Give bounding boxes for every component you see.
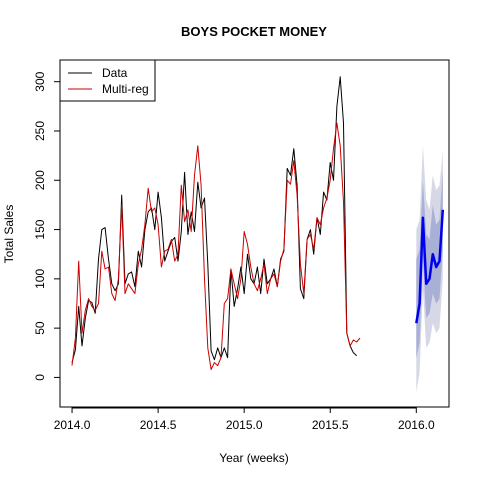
series-line-forecast: [415, 209, 445, 324]
x-tick-label: 2015.5: [312, 418, 349, 432]
x-axis-label: Year (weeks): [219, 451, 289, 465]
legend-label: Multi-reg: [102, 82, 149, 96]
y-tick-label: 250: [33, 121, 47, 141]
y-tick-label: 300: [33, 71, 47, 91]
series-lines: [71, 76, 445, 370]
x-tick-label: 2014.0: [54, 418, 91, 432]
legend-box: [59, 59, 156, 102]
series-line-multi-reg: [71, 122, 361, 370]
x-axis: 2014.0 2014.5 2015.0 2015.5 2016.0: [54, 407, 435, 432]
y-axis-label: Total Sales: [2, 205, 16, 264]
legend: Data Multi-reg: [59, 59, 156, 102]
x-tick-label: 2016.0: [398, 418, 435, 432]
y-tick-label: 0: [33, 374, 47, 381]
legend-label: Data: [102, 66, 128, 80]
y-axis: 0 50 100 150 200 250 300: [33, 71, 61, 381]
y-tick-label: 50: [33, 321, 47, 335]
y-tick-label: 200: [33, 170, 47, 190]
x-tick-label: 2015.0: [226, 418, 263, 432]
y-tick-label: 100: [33, 269, 47, 289]
x-tick-label: 2014.5: [140, 418, 177, 432]
chart-title: BOYS POCKET MONEY: [181, 24, 327, 39]
y-tick-label: 150: [33, 219, 47, 239]
